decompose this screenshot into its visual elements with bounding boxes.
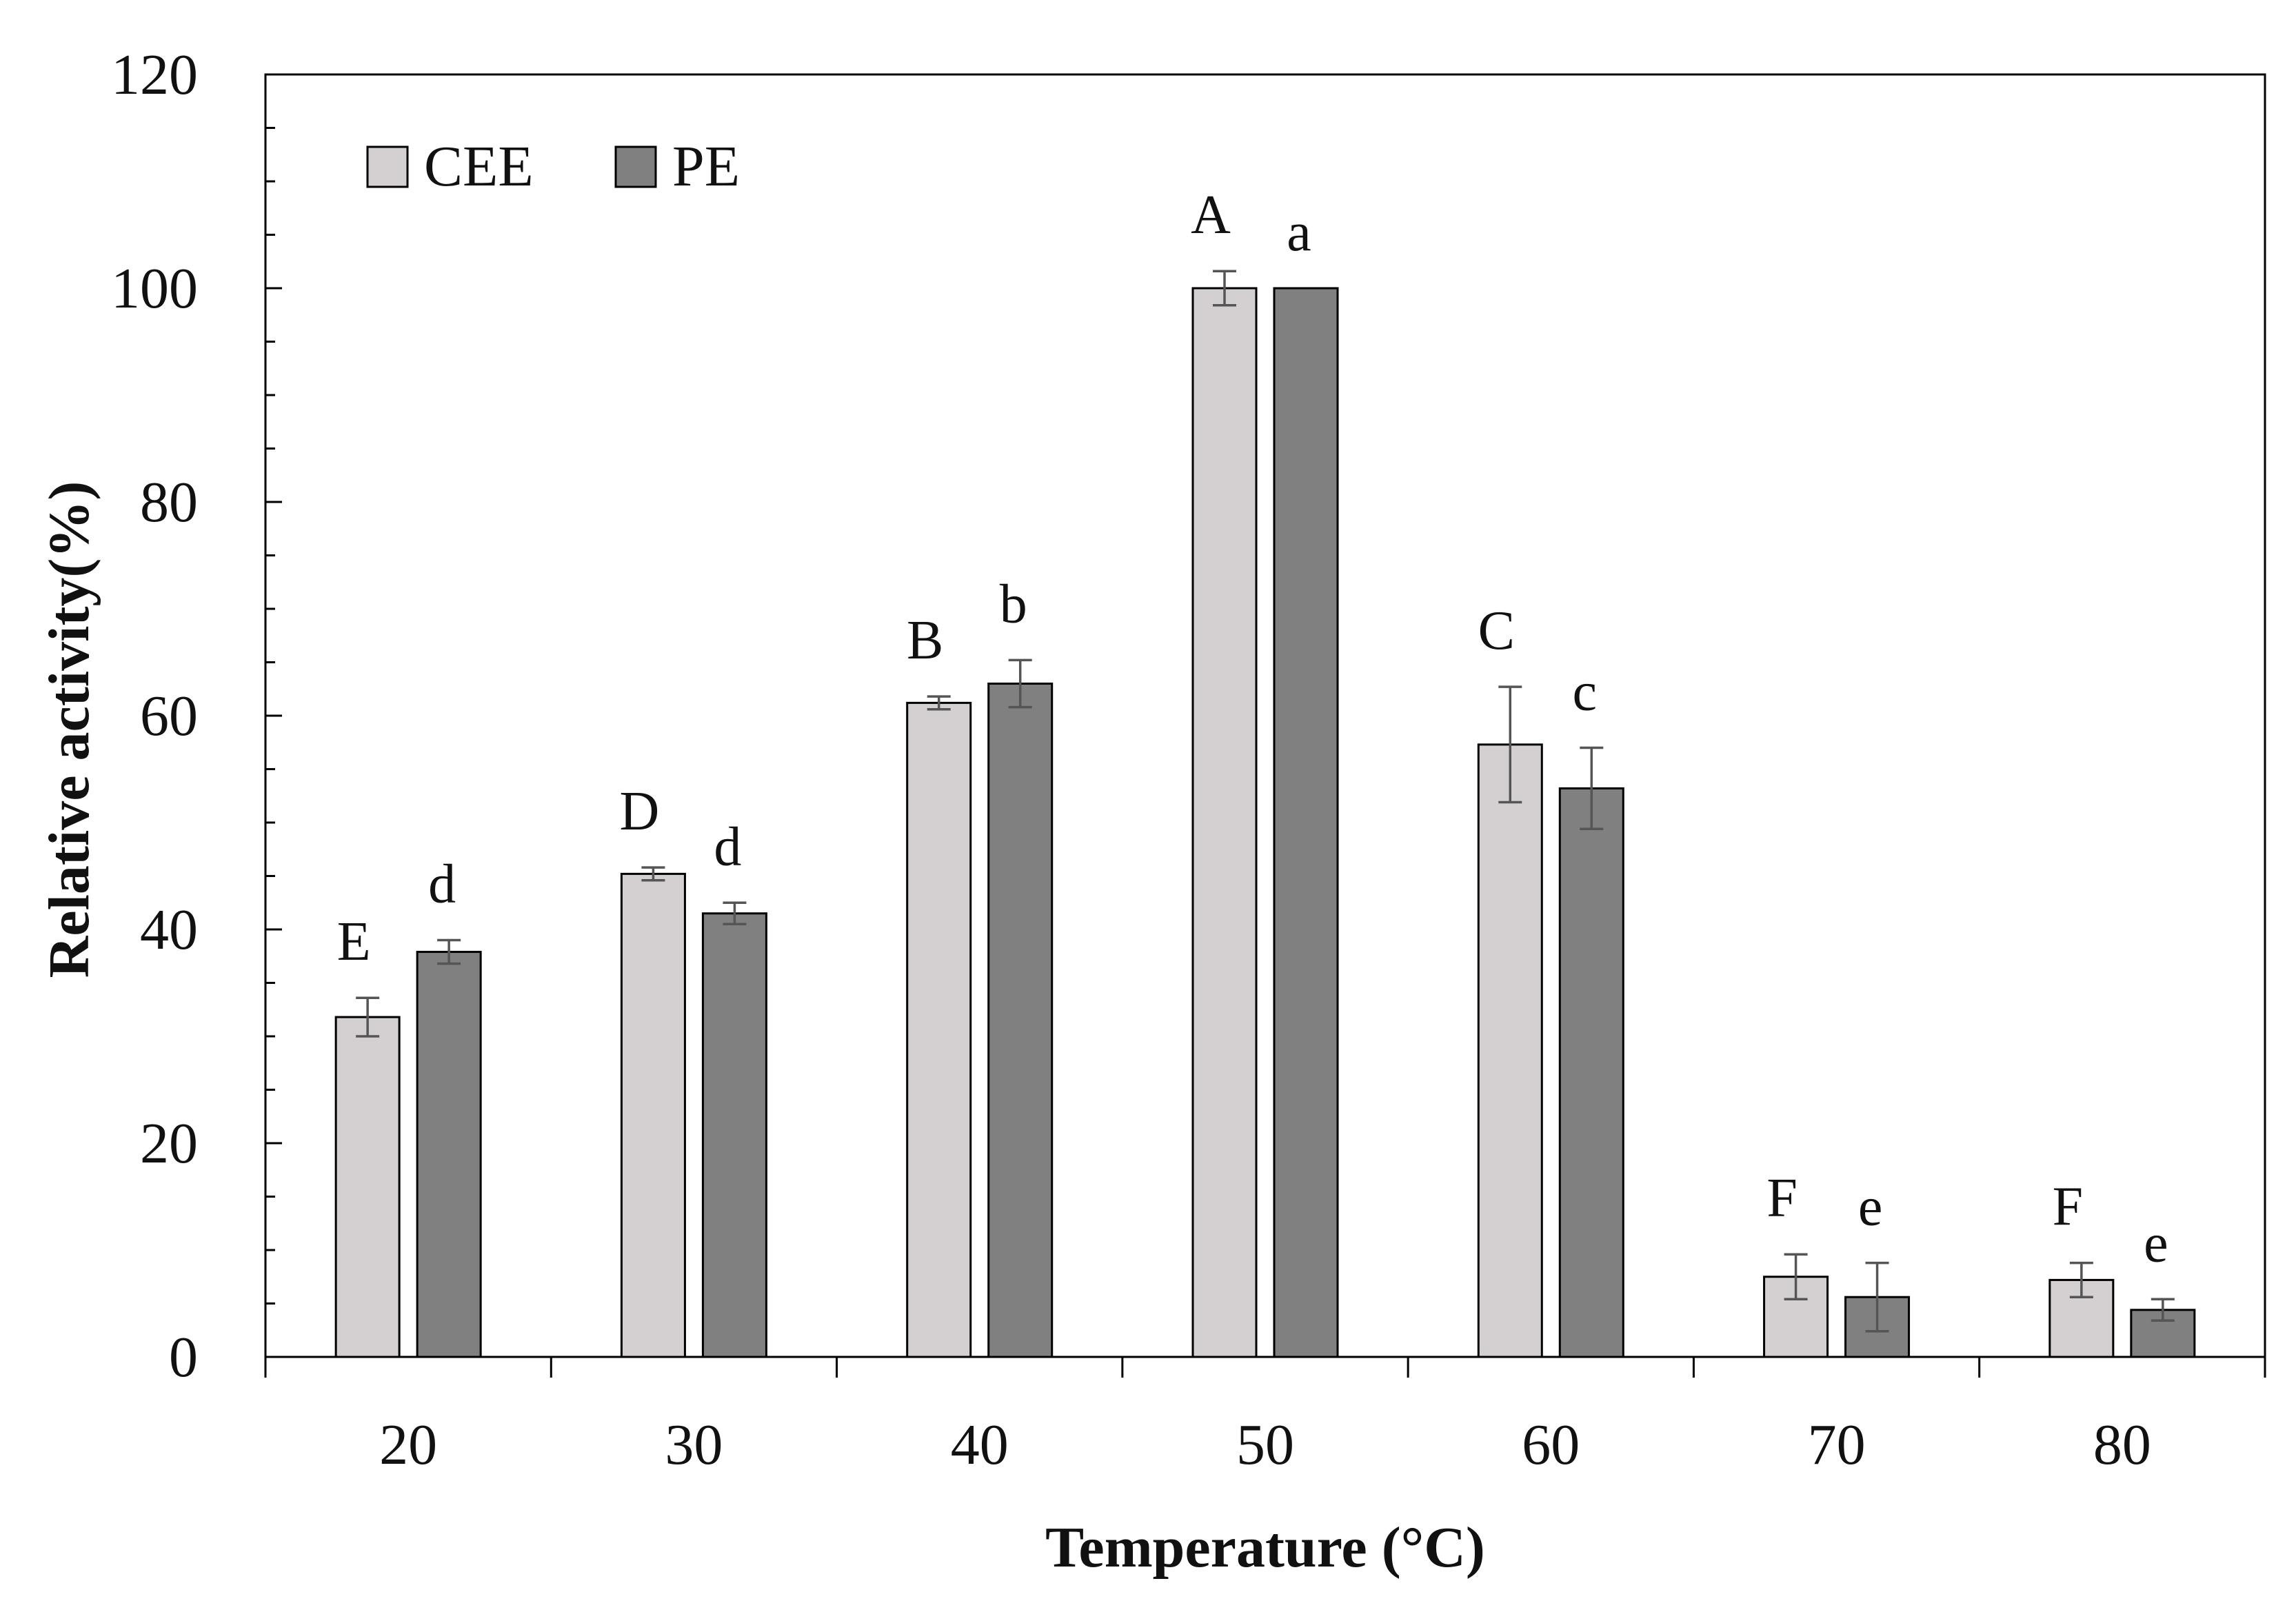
x-tick-label: 60	[1522, 1413, 1580, 1477]
y-tick-label: 100	[111, 256, 198, 321]
legend-swatch-cee	[366, 145, 409, 188]
bar-cee	[1477, 743, 1543, 1358]
x-tick-label: 30	[665, 1413, 723, 1477]
x-axis: 20 30 40 50 60 70 80	[264, 1357, 2266, 1477]
legend-label-cee: CEE	[424, 134, 534, 199]
x-tick-label: 40	[951, 1413, 1009, 1477]
y-tick-label: 0	[169, 1325, 198, 1389]
bar-pe	[416, 951, 482, 1358]
bar-cee	[1191, 287, 1258, 1358]
significance-letter: F	[2053, 1177, 2084, 1238]
y-tick-label: 80	[140, 470, 198, 534]
significance-letter: D	[620, 781, 660, 842]
legend: CEE PE	[366, 134, 740, 199]
significance-letter: C	[1478, 601, 1515, 661]
y-axis-title: Relative activity(%)	[37, 481, 101, 978]
x-axis-title: Temperature (°C)	[1045, 1516, 1485, 1580]
y-tick-label: 60	[140, 684, 198, 748]
bar-cee	[906, 701, 972, 1358]
bar-pe	[1558, 787, 1624, 1358]
error-bars	[356, 270, 2175, 1333]
y-tick-label: 40	[140, 898, 198, 962]
significance-letter: c	[1573, 662, 1598, 723]
plot-border	[264, 73, 2266, 1358]
legend-label-pe: PE	[672, 134, 740, 199]
x-tick-label: 20	[379, 1413, 437, 1477]
legend-swatch-pe	[614, 145, 657, 188]
bar-cee	[334, 1016, 401, 1358]
y-tick-label: 120	[111, 43, 198, 107]
significance-letter: e	[1858, 1177, 1883, 1238]
significance-letter: b	[1000, 574, 1027, 634]
significance-letter: F	[1766, 1168, 1797, 1229]
y-axis: 0 20 40 60 80 100 120	[111, 43, 282, 1389]
significance-letter: e	[2144, 1213, 2168, 1273]
bar-pe	[987, 683, 1054, 1358]
significance-letter: a	[1287, 202, 1311, 263]
x-tick-label: 80	[2093, 1413, 2151, 1477]
bar-pe	[1273, 287, 1339, 1358]
bar-pe	[701, 912, 767, 1358]
y-tick-label: 20	[140, 1111, 198, 1176]
x-tick-label: 50	[1236, 1413, 1294, 1477]
significance-letter: d	[428, 854, 456, 915]
significance-letter: A	[1191, 185, 1231, 245]
plot-frame	[264, 73, 2266, 1358]
bars	[334, 287, 2196, 1358]
significance-letter: E	[337, 912, 371, 972]
significance-letter: d	[714, 816, 741, 877]
significance-letter: B	[907, 610, 943, 671]
bar-cee	[1763, 1276, 1829, 1358]
bar-cee	[620, 872, 686, 1358]
x-tick-label: 70	[1808, 1413, 1866, 1477]
